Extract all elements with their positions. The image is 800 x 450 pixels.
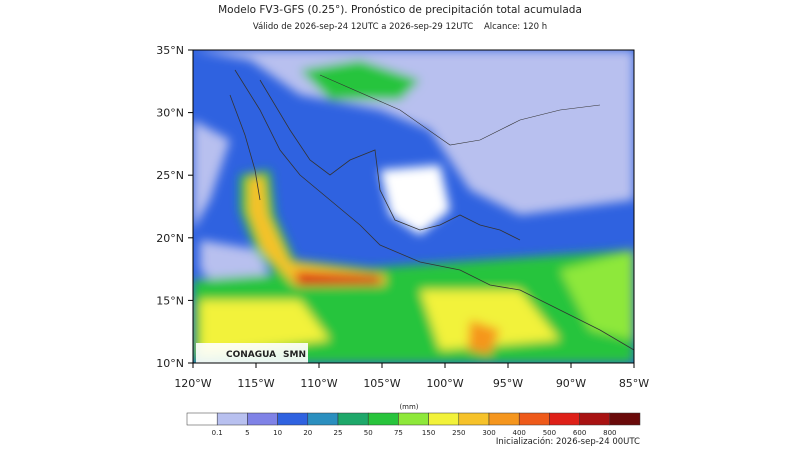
colorbar-label: 800 — [603, 429, 616, 437]
colorbar-box — [549, 412, 580, 426]
lat-label: 15°N — [156, 294, 184, 307]
lon-label: 105°W — [363, 377, 400, 390]
colorbar-box — [428, 412, 460, 426]
lon-label: 120°W — [174, 377, 211, 390]
colorbar-label: 600 — [573, 429, 586, 437]
title: Modelo FV3-GFS (0.25°). Pronóstico de pr… — [218, 4, 582, 16]
lon-label: 115°W — [237, 377, 274, 390]
lon-label: 85°W — [619, 377, 649, 390]
colorbar-box — [216, 412, 248, 426]
colorbar-label: 250 — [452, 429, 465, 437]
colorbar-box — [398, 412, 429, 426]
precip-field — [193, 50, 634, 363]
colorbar-box — [458, 412, 490, 426]
colorbar-box — [277, 412, 309, 426]
colorbar-box — [579, 412, 611, 426]
lon-label: 100°W — [426, 377, 463, 390]
colorbar-box — [609, 412, 641, 426]
colorbar-box — [488, 412, 520, 426]
colorbar-label: 25 — [334, 429, 343, 437]
colorbar-label: 20 — [303, 429, 312, 437]
lon-label: 110°W — [300, 377, 337, 390]
logo-smn: SMN — [283, 350, 306, 360]
colorbar-unit: (mm) — [399, 403, 418, 411]
lat-label: 10°N — [156, 357, 184, 370]
logo-conagua: CONAGUA — [226, 350, 276, 360]
lat-label: 25°N — [156, 169, 184, 182]
colorbar-label: 400 — [513, 429, 526, 437]
colorbar-label: 500 — [543, 429, 556, 437]
colorbar-box — [337, 412, 369, 426]
colorbar-box — [186, 412, 218, 426]
colorbar-box — [367, 412, 399, 426]
colorbar-label: 300 — [482, 429, 495, 437]
lat-label: 35°N — [156, 44, 184, 57]
colorbar-label: 150 — [422, 429, 435, 437]
colorbar-box — [307, 412, 339, 426]
colorbar-label: 75 — [394, 429, 403, 437]
lat-label: 30°N — [156, 107, 184, 120]
subtitle: Válido de 2026-sep-24 12UTC a 2026-sep-2… — [253, 22, 547, 32]
lon-label: 90°W — [556, 377, 586, 390]
lat-label: 20°N — [156, 232, 184, 245]
colorbar-box — [247, 412, 278, 426]
colorbar-label: 5 — [245, 429, 249, 437]
colorbar-label: 10 — [273, 429, 282, 437]
lon-label: 95°W — [493, 377, 523, 390]
colorbar-label: 0.1 — [212, 429, 223, 437]
init-text: Inicialización: 2026-sep-24 00UTC — [496, 436, 640, 447]
colorbar-box — [518, 412, 550, 426]
colorbar-label: 50 — [364, 429, 373, 437]
